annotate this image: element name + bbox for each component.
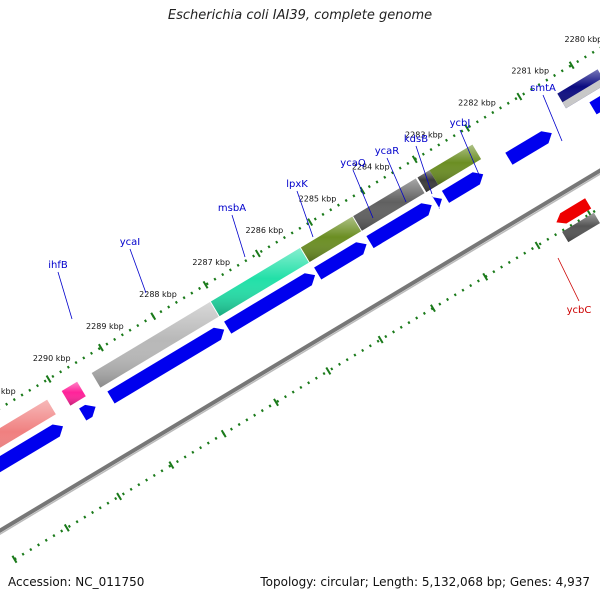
kbp-label: 2285 kbp bbox=[299, 194, 337, 203]
lpxK-gene-band-shading bbox=[300, 216, 362, 262]
scale-tick bbox=[150, 312, 157, 321]
cds-arrow[interactable] bbox=[431, 196, 442, 210]
cds-arrow[interactable] bbox=[366, 203, 432, 249]
kbp-label: 2288 kbp bbox=[139, 290, 177, 299]
outer-scale-line bbox=[0, 46, 600, 410]
cds-arrow[interactable] bbox=[224, 273, 316, 334]
scale-tick bbox=[273, 398, 279, 407]
scale-tick bbox=[411, 155, 418, 164]
lpxK-leader-line bbox=[296, 190, 314, 238]
ycaI-label[interactable]: ycaI bbox=[120, 237, 141, 248]
ihfB-leader-line bbox=[57, 271, 73, 320]
kbp-label: 2289 kbp bbox=[86, 322, 124, 331]
scale-tick bbox=[220, 429, 227, 438]
kbp-label: 2290 kbp bbox=[33, 354, 71, 363]
scale-tick bbox=[202, 280, 209, 289]
ihfB-gene-band-shading bbox=[61, 381, 86, 406]
map-title: Escherichia coli IAI39, complete genome bbox=[167, 8, 433, 23]
ycaI-leader-line bbox=[129, 248, 147, 294]
scale-tick bbox=[568, 61, 575, 70]
kbp-label: 2280 kbp bbox=[565, 35, 600, 44]
cds-arrow[interactable] bbox=[0, 424, 63, 489]
smtA-sub-band bbox=[562, 79, 600, 109]
kbp-label: 2291 kbp bbox=[0, 387, 16, 396]
scale-tick bbox=[516, 92, 523, 101]
lpxK-label[interactable]: lpxK bbox=[286, 179, 308, 190]
scale-tick bbox=[325, 366, 332, 375]
ycbC-leader-line bbox=[557, 257, 580, 302]
ycaR-label[interactable]: ycaR bbox=[375, 146, 400, 157]
genome-backbone-shadow bbox=[0, 173, 600, 535]
msbA-label[interactable]: msbA bbox=[218, 203, 246, 214]
msbA-leader-line bbox=[231, 214, 246, 258]
scale-tick bbox=[307, 218, 314, 227]
ycaQ-gene-band-shading bbox=[353, 178, 425, 231]
scale-tick bbox=[45, 375, 52, 383]
scale-tick bbox=[11, 555, 18, 564]
kdsB-gene-band-shading bbox=[429, 144, 482, 185]
scale-tick bbox=[534, 241, 541, 250]
kbp-label: 2281 kbp bbox=[511, 67, 549, 76]
scale-tick bbox=[63, 523, 70, 532]
genome-backbone bbox=[0, 168, 600, 533]
kbp-label: 2286 kbp bbox=[246, 226, 284, 235]
ycaI-gene-band-shading bbox=[91, 302, 219, 388]
ycbJ-leader-line bbox=[459, 129, 481, 178]
cds-arrow[interactable] bbox=[505, 131, 552, 165]
ycbC-label[interactable]: ycbC bbox=[567, 305, 592, 316]
cds-arrow[interactable] bbox=[79, 404, 96, 421]
kbp-label: 2283 kbp bbox=[405, 131, 443, 140]
cds-arrow[interactable] bbox=[107, 327, 225, 404]
scale-tick bbox=[168, 461, 175, 470]
ycbC-gene-band-shading bbox=[562, 212, 600, 243]
unlabeled-red-feature[interactable] bbox=[556, 198, 592, 224]
scale-tick bbox=[98, 343, 104, 352]
unlabeled-pink-feature-shading bbox=[0, 399, 56, 448]
ycaQ-leader-line bbox=[352, 169, 374, 219]
ycaR-leader-line bbox=[386, 157, 407, 203]
smtA-gene-band-shading bbox=[557, 69, 600, 109]
kbp-label: 2284 kbp bbox=[352, 162, 390, 171]
ycbJ-label[interactable]: ycbJ bbox=[450, 118, 471, 129]
kbp-label: 2287 kbp bbox=[192, 258, 230, 267]
inner-scale-line bbox=[13, 206, 600, 561]
cds-arrow[interactable] bbox=[589, 81, 600, 115]
cds-arrow[interactable] bbox=[314, 242, 367, 280]
smtA-label[interactable]: smtA bbox=[530, 83, 556, 94]
kbp-label: 2282 kbp bbox=[458, 99, 496, 108]
accession-text: Accession: NC_011750 bbox=[8, 575, 145, 589]
kdsB-label[interactable]: kdsB bbox=[404, 134, 428, 145]
smtA-leader-line bbox=[542, 94, 563, 142]
cds-arrow[interactable] bbox=[441, 172, 484, 203]
genome-summary-text: Topology: circular; Length: 5,132,068 bp… bbox=[260, 575, 590, 589]
kdsB-leader-line bbox=[415, 145, 433, 195]
scale-tick bbox=[430, 304, 436, 313]
scale-tick bbox=[464, 123, 470, 132]
ihfB-label[interactable]: ihfB bbox=[48, 260, 68, 271]
msbA-gene-band-shading bbox=[210, 248, 309, 317]
scale-tick bbox=[254, 249, 261, 258]
scale-tick bbox=[482, 272, 489, 281]
ycaQ-label[interactable]: ycaQ bbox=[340, 158, 366, 169]
scale-tick bbox=[116, 492, 123, 501]
scale-tick bbox=[377, 335, 384, 344]
